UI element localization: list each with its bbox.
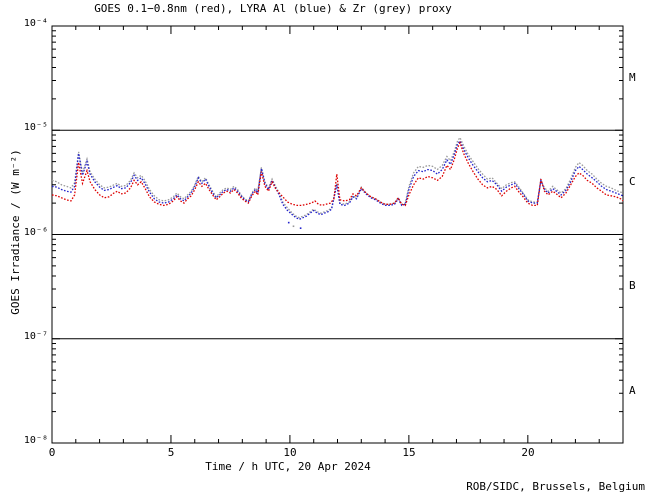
x-tick-label-10: 10 (283, 446, 297, 459)
x-axis-title: Time / h UTC, 20 Apr 2024 (205, 460, 371, 473)
x-tick-label-20: 20 (521, 446, 535, 459)
flare-class-label-m: M (629, 71, 636, 84)
x-tick-label-15: 15 (402, 446, 416, 459)
y-tick-label-1e-6: 10⁻⁶ (23, 227, 48, 238)
y-tick-label-1e-7: 10⁻⁷ (23, 331, 48, 342)
y-tick-label-1e-8: 10⁻⁸ (23, 435, 48, 446)
x-tick-label-0: 0 (48, 446, 56, 459)
y-tick-label-1e-4: 10⁻⁴ (23, 18, 48, 29)
flare-class-label-a: A (629, 384, 636, 397)
flare-class-label-c: C (629, 175, 636, 188)
credit-text: ROB/SIDC, Brussels, Belgium (466, 480, 645, 493)
y-tick-label-1e-5: 10⁻⁵ (23, 122, 48, 133)
chart-title: GOES 0.1−0.8nm (red), LYRA Al (blue) & Z… (94, 2, 452, 15)
x-tick-label-5: 5 (167, 446, 175, 459)
y-axis-title: GOES Irradiance / (W m⁻²) (9, 149, 22, 315)
flare-class-label-b: B (629, 279, 636, 292)
